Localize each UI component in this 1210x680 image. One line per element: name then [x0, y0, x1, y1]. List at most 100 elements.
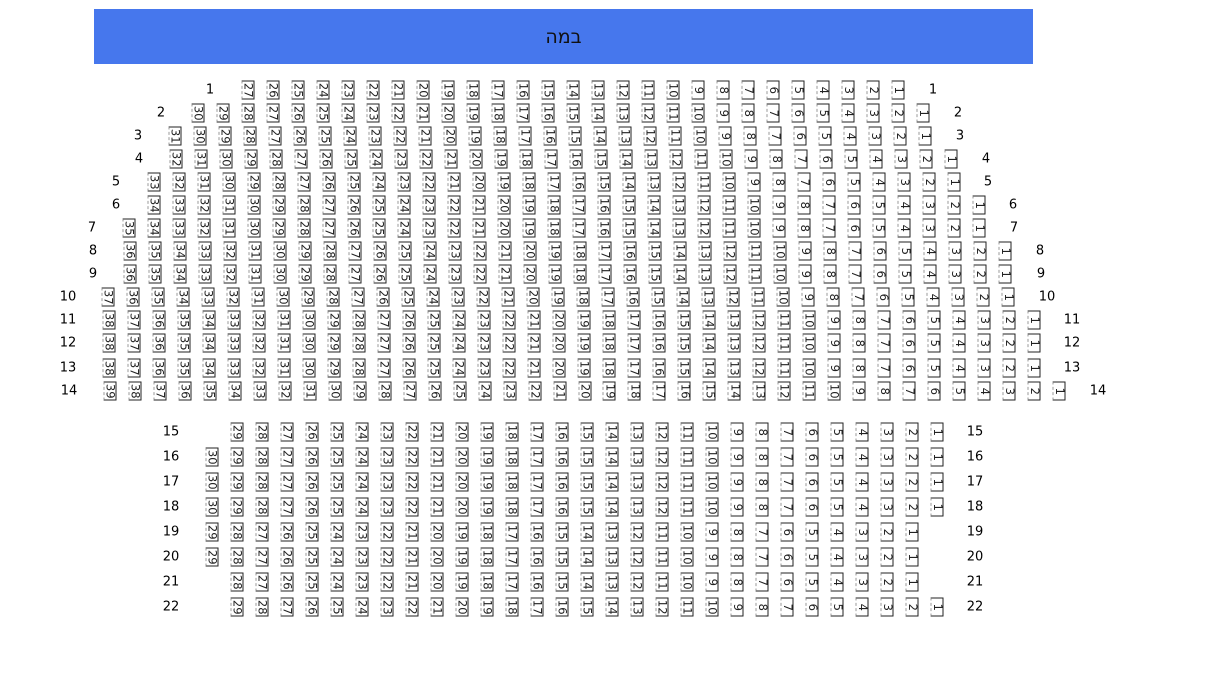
seat-row-11-32[interactable]: 32 [252, 310, 267, 330]
seat-row-6-10[interactable]: 10 [747, 195, 762, 215]
seat-row-10-14[interactable]: 14 [676, 287, 691, 307]
seat-row-13-35[interactable]: 35 [177, 358, 192, 378]
seat-row-16-26[interactable]: 26 [305, 447, 320, 467]
seat-row-5-5[interactable]: 5 [847, 172, 862, 192]
seat-row-11-25[interactable]: 25 [427, 310, 442, 330]
seat-row-6-5[interactable]: 5 [872, 195, 887, 215]
seat-row-21-18[interactable]: 18 [480, 572, 495, 592]
seat-row-15-16[interactable]: 16 [555, 422, 570, 442]
seat-row-14-13[interactable]: 13 [752, 381, 767, 401]
seat-row-2-7[interactable]: 7 [766, 103, 781, 123]
seat-row-8-13[interactable]: 13 [698, 241, 713, 261]
seat-row-2-27[interactable]: 27 [266, 103, 281, 123]
seat-row-19-26[interactable]: 26 [280, 522, 295, 542]
seat-row-12-12[interactable]: 12 [752, 333, 767, 353]
seat-row-19-6[interactable]: 6 [780, 522, 795, 542]
seat-row-16-14[interactable]: 14 [605, 447, 620, 467]
seat-row-22-7[interactable]: 7 [780, 597, 795, 617]
seat-row-7-31[interactable]: 31 [222, 218, 237, 238]
seat-row-11-7[interactable]: 7 [877, 310, 892, 330]
seat-row-17-25[interactable]: 25 [330, 472, 345, 492]
seat-row-7-6[interactable]: 6 [847, 218, 862, 238]
seat-row-6-29[interactable]: 29 [272, 195, 287, 215]
seat-row-3-5[interactable]: 5 [818, 126, 833, 146]
seat-row-21-7[interactable]: 7 [755, 572, 770, 592]
seat-row-6-33[interactable]: 33 [172, 195, 187, 215]
seat-row-16-8[interactable]: 8 [755, 447, 770, 467]
seat-row-10-33[interactable]: 33 [201, 287, 216, 307]
seat-row-18-7[interactable]: 7 [780, 497, 795, 517]
seat-row-20-5[interactable]: 5 [805, 547, 820, 567]
seat-row-2-8[interactable]: 8 [741, 103, 756, 123]
seat-row-11-24[interactable]: 24 [452, 310, 467, 330]
seat-row-10-10[interactable]: 10 [776, 287, 791, 307]
seat-row-12-11[interactable]: 11 [777, 333, 792, 353]
seat-row-21-25[interactable]: 25 [305, 572, 320, 592]
seat-row-4-27[interactable]: 27 [294, 149, 309, 169]
seat-row-8-30[interactable]: 30 [273, 241, 288, 261]
seat-row-7-4[interactable]: 4 [897, 218, 912, 238]
seat-row-2-9[interactable]: 9 [716, 103, 731, 123]
seat-row-9-2[interactable]: 2 [973, 264, 988, 284]
seat-row-9-25[interactable]: 25 [398, 264, 413, 284]
seat-row-6-12[interactable]: 12 [697, 195, 712, 215]
seat-row-7-15[interactable]: 15 [622, 218, 637, 238]
seat-row-5-4[interactable]: 4 [872, 172, 887, 192]
seat-row-2-4[interactable]: 4 [841, 103, 856, 123]
seat-row-1-8[interactable]: 8 [716, 80, 731, 100]
seat-row-1-3[interactable]: 3 [841, 80, 856, 100]
seat-row-9-28[interactable]: 28 [323, 264, 338, 284]
seat-row-9-18[interactable]: 18 [573, 264, 588, 284]
seat-row-2-23[interactable]: 23 [366, 103, 381, 123]
seat-row-7-33[interactable]: 33 [172, 218, 187, 238]
seat-row-11-17[interactable]: 17 [627, 310, 642, 330]
seat-row-18-1[interactable]: 1 [930, 497, 945, 517]
seat-row-9-27[interactable]: 27 [348, 264, 363, 284]
seat-row-18-25[interactable]: 25 [330, 497, 345, 517]
seat-row-12-18[interactable]: 18 [602, 333, 617, 353]
seat-row-15-9[interactable]: 9 [730, 422, 745, 442]
seat-row-13-12[interactable]: 12 [752, 358, 767, 378]
seat-row-11-36[interactable]: 36 [152, 310, 167, 330]
seat-row-5-19[interactable]: 19 [497, 172, 512, 192]
seat-row-3-24[interactable]: 24 [343, 126, 358, 146]
seat-row-13-16[interactable]: 16 [652, 358, 667, 378]
seat-row-17-24[interactable]: 24 [355, 472, 370, 492]
seat-row-20-1[interactable]: 1 [905, 547, 920, 567]
seat-row-20-9[interactable]: 9 [705, 547, 720, 567]
seat-row-6-2[interactable]: 2 [947, 195, 962, 215]
seat-row-16-22[interactable]: 22 [405, 447, 420, 467]
seat-row-17-6[interactable]: 6 [805, 472, 820, 492]
seat-row-14-37[interactable]: 37 [153, 381, 168, 401]
seat-row-1-13[interactable]: 13 [591, 80, 606, 100]
seat-row-1-6[interactable]: 6 [766, 80, 781, 100]
seat-row-11-33[interactable]: 33 [227, 310, 242, 330]
seat-row-8-17[interactable]: 17 [598, 241, 613, 261]
seat-row-20-4[interactable]: 4 [830, 547, 845, 567]
seat-row-7-34[interactable]: 34 [147, 218, 162, 238]
seat-row-3-25[interactable]: 25 [318, 126, 333, 146]
seat-row-7-35[interactable]: 35 [122, 218, 137, 238]
seat-row-9-33[interactable]: 33 [198, 264, 213, 284]
seat-row-2-29[interactable]: 29 [216, 103, 231, 123]
seat-row-2-10[interactable]: 10 [691, 103, 706, 123]
seat-row-13-17[interactable]: 17 [627, 358, 642, 378]
seat-row-9-35[interactable]: 35 [148, 264, 163, 284]
seat-row-12-13[interactable]: 13 [727, 333, 742, 353]
seat-row-15-10[interactable]: 10 [705, 422, 720, 442]
seat-row-1-12[interactable]: 12 [616, 80, 631, 100]
seat-row-6-23[interactable]: 23 [422, 195, 437, 215]
seat-row-18-29[interactable]: 29 [230, 497, 245, 517]
seat-row-18-21[interactable]: 21 [430, 497, 445, 517]
seat-row-20-19[interactable]: 19 [455, 547, 470, 567]
seat-row-8-22[interactable]: 22 [473, 241, 488, 261]
seat-row-7-21[interactable]: 21 [472, 218, 487, 238]
seat-row-4-24[interactable]: 24 [369, 149, 384, 169]
seat-row-2-30[interactable]: 30 [191, 103, 206, 123]
seat-row-12-29[interactable]: 29 [327, 333, 342, 353]
seat-row-15-4[interactable]: 4 [855, 422, 870, 442]
seat-row-15-17[interactable]: 17 [530, 422, 545, 442]
seat-row-3-26[interactable]: 26 [293, 126, 308, 146]
seat-row-22-23[interactable]: 23 [380, 597, 395, 617]
seat-row-21-16[interactable]: 16 [530, 572, 545, 592]
